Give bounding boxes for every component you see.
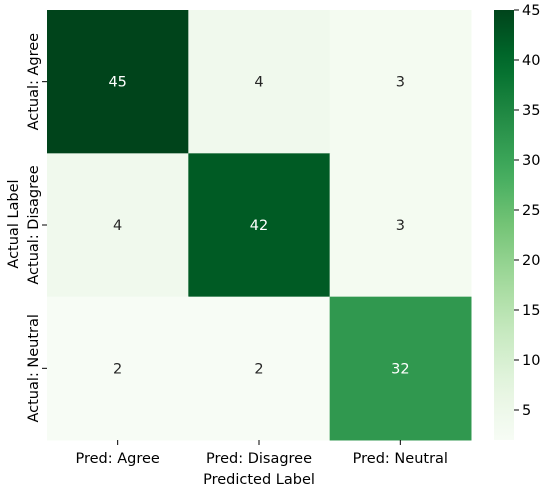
heatmap-cell xyxy=(47,153,189,298)
x-tick-label: Pred: Disagree xyxy=(206,451,312,467)
heatmap-annotations: 45 4 34 42 32 2 32 xyxy=(108,75,409,378)
colorbar-tick-label: 15 xyxy=(522,303,540,319)
heatmap-cell xyxy=(188,10,331,154)
x-tick-label: Pred: Agree xyxy=(75,451,159,467)
cell-value-label: 2 xyxy=(113,361,122,377)
heatmap-cells xyxy=(47,10,472,441)
y-tick-label: Actual: Agree xyxy=(26,33,42,131)
colorbar xyxy=(494,10,514,440)
cell-value-label: 4 xyxy=(113,218,122,234)
colorbar-tick-label: 5 xyxy=(522,403,531,419)
heatmap-cell xyxy=(329,153,472,298)
heatmap-cell xyxy=(188,153,331,298)
y-tick-label: Actual: Neutral xyxy=(26,314,42,422)
colorbar-tick-label: 45 xyxy=(522,3,540,19)
cell-value-label: 32 xyxy=(391,361,409,377)
y-axis-label: Actual Label xyxy=(6,179,22,268)
colorbar-tick-label: 30 xyxy=(522,153,540,169)
cell-value-label: 42 xyxy=(250,218,268,234)
colorbar-tick-label: 10 xyxy=(522,353,540,369)
heatmap-cell xyxy=(47,10,189,154)
x-tick-label: Pred: Neutral xyxy=(353,451,448,467)
x-axis-label: Predicted Label xyxy=(203,472,315,488)
colorbar-ticks: 5 10 15 20 25 30 35 40 45 xyxy=(514,3,540,419)
heatmap-cell xyxy=(188,296,331,441)
cell-value-label: 4 xyxy=(254,75,263,91)
colorbar-tick-label: 25 xyxy=(522,203,540,219)
colorbar-tick-label: 40 xyxy=(522,53,540,69)
y-axis-ticks: Actual: Agree Actual: Disagree Actual: Neu… xyxy=(26,33,47,423)
y-tick-label: Actual: Disagree xyxy=(26,165,42,284)
colorbar-tick-label: 35 xyxy=(522,103,540,119)
x-axis-ticks: Pred: Agree Pred: Disagree Pred: Neutral xyxy=(75,439,448,467)
cell-value-label: 2 xyxy=(254,361,263,377)
cell-value-label: 3 xyxy=(396,218,405,234)
colorbar-tick-label: 20 xyxy=(522,253,540,269)
heatmap-cell xyxy=(47,296,189,441)
cell-value-label: 3 xyxy=(396,75,405,91)
heatmap-cell xyxy=(329,10,472,154)
heatmap-cell xyxy=(329,296,472,441)
cell-value-label: 45 xyxy=(108,75,126,91)
